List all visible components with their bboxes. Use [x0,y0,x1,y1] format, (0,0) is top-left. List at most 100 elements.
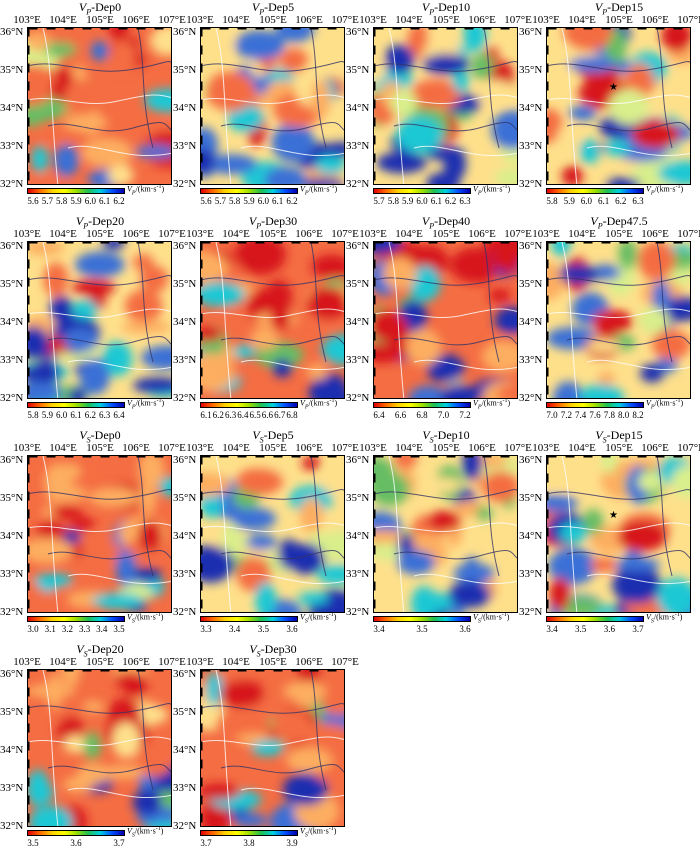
velocity-map [546,241,691,399]
fault-line [201,736,344,747]
colorbar-tick-label: 3.4 [546,624,558,634]
unit-exp: -1 [675,184,681,190]
velocity-anomaly [62,114,109,132]
velocity-anomaly [408,385,448,398]
velocity-anomaly [311,254,344,279]
fault-line [47,550,171,560]
colorbar-tick-label: 3.8 [243,838,255,848]
colorbar-tick-label: 6.2 [113,196,125,206]
velocity-anomaly [393,456,417,469]
lat-label: 36°N [519,454,543,466]
velocity-anomaly [233,813,268,826]
colorbar-tick-label: 5.9 [563,196,575,206]
velocity-anomaly [452,70,469,93]
map-frame [374,28,517,184]
colorbar-unit: VP/(km·s-1) [646,184,683,196]
colorbar-ticks: 3.3 3.4 3.5 3.6 [200,624,298,636]
fault-line [483,28,500,149]
colorbar [200,188,298,194]
title-depth: -Dep30 [260,642,297,656]
fault-line [47,764,171,774]
title-v: V [75,214,84,228]
lon-label: 103°E [186,228,214,240]
colorbar [546,188,644,194]
velocity-anomaly [475,80,516,105]
map-panel: VP-Dep40 103°E 104°E 105°E 106°E 107°E 36°N 35°… [346,214,532,428]
title-v: V [421,214,430,228]
colorbar-tick-label: 3.6 [459,624,471,634]
map-panel: VP-Dep20 103°E 104°E 105°E 106°E 107°E 36°N 35°… [0,214,186,428]
fault-line [67,359,171,371]
velocity-map: ★ [546,455,691,613]
colorbar-unit: VS/(km·s-1) [127,612,163,624]
title-depth: -Dep10 [434,0,471,14]
velocity-anomaly [82,700,105,713]
velocity-anomaly [28,769,50,807]
velocity-anomaly [652,280,671,314]
fault-line [310,670,327,791]
lat-label: 32°N [519,606,543,618]
panel-title: VS-Dep10 [366,428,526,447]
lon-label: 107°E [331,656,359,668]
velocity-anomaly [201,148,215,175]
velocity-anomaly [374,309,400,342]
lon-label: 107°E [677,442,700,454]
colorbar-ticks: 3.7 3.8 3.9 [200,838,298,850]
fault-line [28,703,171,714]
velocity-map [27,241,172,399]
title-sub: S [83,649,88,659]
unit-text: /(km·s [135,184,157,194]
velocity-anomaly [130,568,163,583]
colorbar-ticks: 6.1 6.2 6.3 6.4 6.5 6.6 6.7 6.8 [200,410,298,422]
unit-text: /(km·s [308,184,330,194]
colorbar-tick-label: 6.1 [430,196,442,206]
fault-line [547,522,690,533]
lat-label: 32°N [519,178,543,190]
unit-v: V [300,398,305,408]
lat-label: 35°N [173,278,197,290]
fault-line [42,28,59,184]
fault-line [47,336,171,346]
velocity-anomaly [107,164,134,184]
velocity-map [27,27,172,185]
map-frame [201,28,344,184]
title-depth: -Dep20 [87,642,124,656]
colorbar-tick-label: 3.5 [575,624,587,634]
unit-exp: -1 [675,398,681,404]
colorbar-unit: VS/(km·s-1) [646,612,682,624]
map-svg [374,456,517,612]
fault-line [413,359,517,371]
colorbar-tick-label: 7.6 [589,410,601,420]
lon-label: 104°E [49,656,77,668]
map-panel: VP-Dep0 103°E 104°E 105°E 106°E 107°E 36°N 35°N… [0,0,186,214]
lat-label: 34°N [519,316,543,328]
velocity-anomaly [39,579,58,593]
title-v: V [79,428,87,442]
fault-line [28,522,171,533]
unit-v: V [127,398,132,408]
velocity-anomaly [44,462,73,503]
title-sub: P [597,221,603,231]
fault-line [561,456,578,612]
velocity-anomaly [656,577,690,612]
title-depth: -Dep10 [433,428,470,442]
velocity-anomaly [76,763,112,784]
lat-label: 32°N [173,178,197,190]
colorbar-tick-label: 3.0 [27,624,39,634]
colorbar-tick-label: 3.4 [373,624,385,634]
lat-label: 34°N [0,102,24,114]
title-v: V [76,642,84,656]
title-depth: -Dep20 [88,214,125,228]
map-svg: ★ [547,456,690,612]
velocity-map [200,241,345,399]
fault-line [483,242,500,363]
velocity-anomaly [427,477,461,493]
lat-label: 33°N [346,568,370,580]
velocity-anomaly [549,577,571,612]
velocity-anomaly [114,672,147,688]
fault-line [547,308,690,319]
colorbar-tick-label: 6.4 [237,410,249,420]
colorbar-tick-label: 5.6 [200,196,212,206]
unit-close: ) [507,184,511,194]
colorbar-tick-label: 6.2 [615,196,627,206]
